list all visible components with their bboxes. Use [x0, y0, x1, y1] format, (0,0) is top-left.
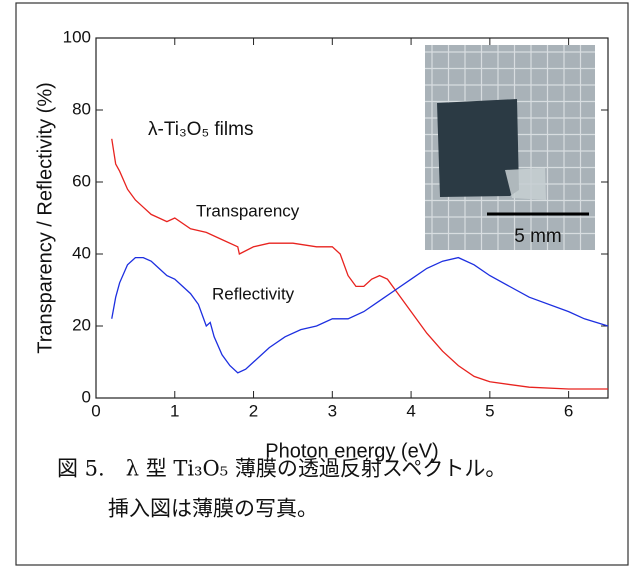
- x-tick-label: 1: [170, 401, 179, 420]
- scale-label: 5 mm: [514, 226, 562, 247]
- annotation: λ-Ti₃O₅ films: [148, 119, 253, 140]
- x-tick-label: 3: [328, 401, 337, 420]
- annotation: Transparency: [196, 201, 300, 220]
- inset-photo: [425, 45, 595, 250]
- data-line: [112, 258, 608, 373]
- y-axis-label: Transparency / Reflectivity (%): [34, 82, 56, 354]
- chart: 5 mm λ-Ti₃O₅ films Transparency Reflecti…: [0, 0, 634, 570]
- x-tick-label: 4: [406, 401, 415, 420]
- y-tick-label: 80: [72, 99, 91, 118]
- y-tick-label: 100: [63, 27, 91, 46]
- figure: 5 mm λ-Ti₃O₅ films Transparency Reflecti…: [0, 0, 634, 570]
- y-tick-label: 0: [82, 387, 91, 406]
- x-tick-label: 5: [485, 401, 494, 420]
- caption-line: 図 5. λ 型 Ti₃O₅ 薄膜の透過反射スペクトル。: [57, 457, 506, 481]
- x-tick-label: 6: [564, 401, 573, 420]
- x-tick-label: 0: [91, 401, 100, 420]
- x-tick-label: 2: [249, 401, 258, 420]
- annotation: Reflectivity: [212, 284, 295, 303]
- y-tick-label: 20: [72, 315, 91, 334]
- y-tick-label: 40: [72, 243, 91, 262]
- y-tick-label: 60: [72, 171, 91, 190]
- caption-line: 挿入図は薄膜の写真。: [108, 497, 318, 521]
